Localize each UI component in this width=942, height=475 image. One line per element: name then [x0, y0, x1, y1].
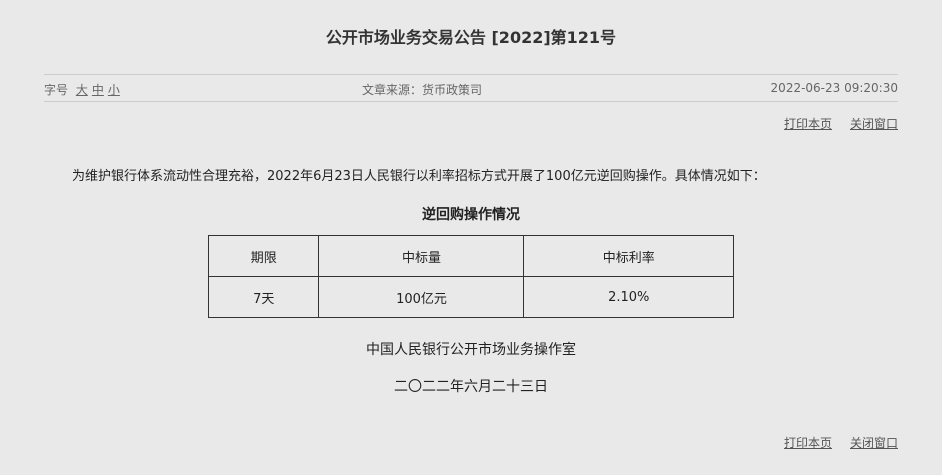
operations-table: 期限 中标量 中标利率 7天 100亿元 2.10% [207, 235, 734, 318]
font-size-controls: 字号 大中小 [44, 81, 120, 98]
table-header-row: 期限 中标量 中标利率 [207, 235, 734, 277]
bottom-links: 打印本页 关闭窗口 [766, 434, 898, 451]
article-source: 文章来源：货币政策司 [362, 83, 483, 97]
info-bar: 字号 大中小 文章来源：货币政策司 2022-06-23 09:20:30 [44, 74, 898, 102]
page-title: 公开市场业务交易公告 [2022]第121号 [325, 28, 617, 47]
font-small-link[interactable]: 小 [107, 83, 120, 97]
font-size-label: 字号 [44, 83, 69, 97]
cell: 2.10% [523, 276, 734, 318]
print-link[interactable]: 打印本页 [783, 436, 832, 450]
signature: 中国人民银行公开市场业务操作室 [366, 342, 576, 358]
cell: 100亿元 [318, 276, 525, 318]
body-paragraph: 为维护银行体系流动性合理充裕，2022年6月23日人民银行以利率招标方式开展了1… [72, 169, 766, 184]
header-cell: 期限 [207, 235, 320, 277]
header-cell: 中标利率 [523, 235, 734, 277]
print-link[interactable]: 打印本页 [783, 117, 832, 131]
cell: 7天 [207, 276, 320, 318]
header-cell: 中标量 [318, 235, 525, 277]
table-caption: 逆回购操作情况 [422, 207, 520, 223]
close-window-link[interactable]: 关闭窗口 [849, 117, 898, 131]
font-large-link[interactable]: 大 [75, 83, 88, 97]
font-medium-link[interactable]: 中 [91, 83, 104, 97]
signature-date: 二〇二二年六月二十三日 [394, 379, 548, 395]
close-window-link[interactable]: 关闭窗口 [849, 436, 898, 450]
publish-datetime: 2022-06-23 09:20:30 [770, 81, 898, 95]
table-row: 7天 100亿元 2.10% [207, 276, 734, 318]
top-links: 打印本页 关闭窗口 [766, 115, 898, 132]
